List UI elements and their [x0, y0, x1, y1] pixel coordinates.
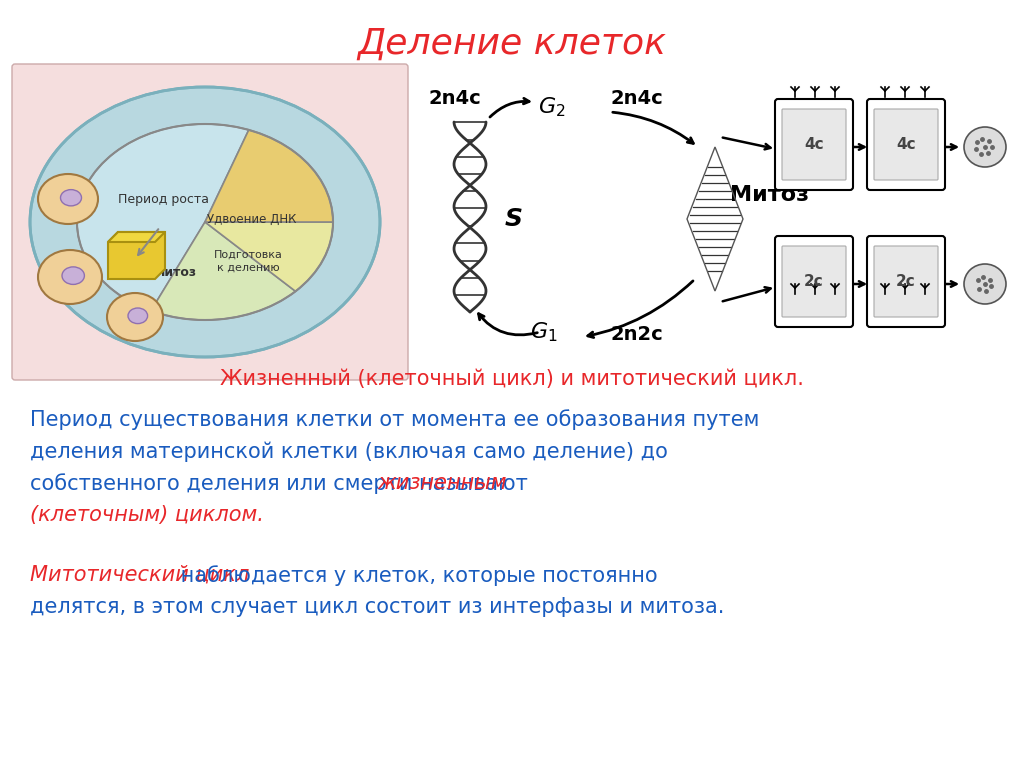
- Text: Деление клеток: Деление клеток: [357, 27, 667, 61]
- Text: Период существования клетки от момента ее образования путем: Период существования клетки от момента е…: [30, 409, 760, 430]
- FancyBboxPatch shape: [782, 109, 846, 180]
- Polygon shape: [205, 130, 333, 222]
- Text: Митоз: Митоз: [730, 185, 809, 205]
- Text: $G_1$: $G_1$: [530, 320, 558, 344]
- Text: Жизненный (клеточный цикл) и митотический цикл.: Жизненный (клеточный цикл) и митотически…: [220, 369, 804, 389]
- Ellipse shape: [77, 124, 333, 320]
- Text: собственного деления или смерти называют: собственного деления или смерти называют: [30, 473, 535, 494]
- Polygon shape: [151, 222, 296, 320]
- Ellipse shape: [964, 264, 1006, 304]
- Text: Период роста: Период роста: [118, 193, 209, 206]
- FancyBboxPatch shape: [867, 236, 945, 327]
- Polygon shape: [205, 222, 333, 291]
- Text: S: S: [505, 207, 523, 231]
- FancyBboxPatch shape: [12, 64, 408, 380]
- FancyBboxPatch shape: [867, 99, 945, 190]
- Ellipse shape: [106, 293, 163, 341]
- FancyBboxPatch shape: [775, 99, 853, 190]
- Text: наблюдается у клеток, которые постоянно: наблюдается у клеток, которые постоянно: [174, 565, 657, 586]
- FancyBboxPatch shape: [874, 246, 938, 317]
- Text: Митоз: Митоз: [153, 265, 197, 278]
- Text: делятся, в этом случает цикл состоит из интерфазы и митоза.: делятся, в этом случает цикл состоит из …: [30, 597, 724, 617]
- Text: 2n4c: 2n4c: [610, 90, 663, 108]
- Ellipse shape: [62, 267, 84, 285]
- Text: Митотический цикл: Митотический цикл: [30, 565, 250, 585]
- Text: 2c: 2c: [804, 274, 824, 289]
- Text: 2c: 2c: [896, 274, 915, 289]
- Text: (клеточным) циклом.: (клеточным) циклом.: [30, 505, 264, 525]
- FancyBboxPatch shape: [782, 246, 846, 317]
- FancyBboxPatch shape: [775, 236, 853, 327]
- Polygon shape: [108, 232, 165, 279]
- Ellipse shape: [38, 250, 102, 304]
- FancyBboxPatch shape: [874, 109, 938, 180]
- Text: 2n2c: 2n2c: [610, 325, 663, 344]
- Text: жизненным: жизненным: [378, 473, 507, 493]
- Polygon shape: [108, 232, 165, 242]
- Text: Подготовка
к делению: Подготовка к делению: [214, 249, 283, 272]
- Ellipse shape: [38, 174, 98, 224]
- Polygon shape: [77, 124, 249, 311]
- Ellipse shape: [30, 87, 380, 357]
- Text: $G_2$: $G_2$: [538, 95, 565, 119]
- Text: 4c: 4c: [804, 137, 824, 152]
- Text: деления материнской клетки (включая само деление) до: деления материнской клетки (включая само…: [30, 441, 668, 462]
- Ellipse shape: [964, 127, 1006, 167]
- Text: 2n4c: 2n4c: [428, 90, 480, 108]
- Text: 4c: 4c: [896, 137, 915, 152]
- Text: Удвоение ДНК: Удвоение ДНК: [207, 212, 297, 225]
- Ellipse shape: [128, 308, 147, 324]
- Ellipse shape: [60, 189, 82, 206]
- Polygon shape: [687, 147, 743, 291]
